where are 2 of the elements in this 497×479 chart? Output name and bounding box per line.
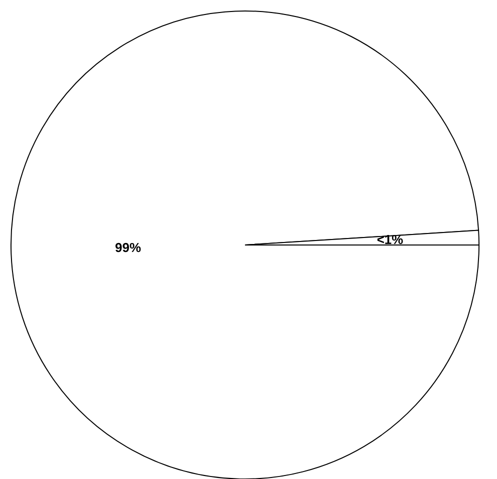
data-label: 99% [115, 240, 142, 256]
pie-slice [10, 10, 480, 479]
